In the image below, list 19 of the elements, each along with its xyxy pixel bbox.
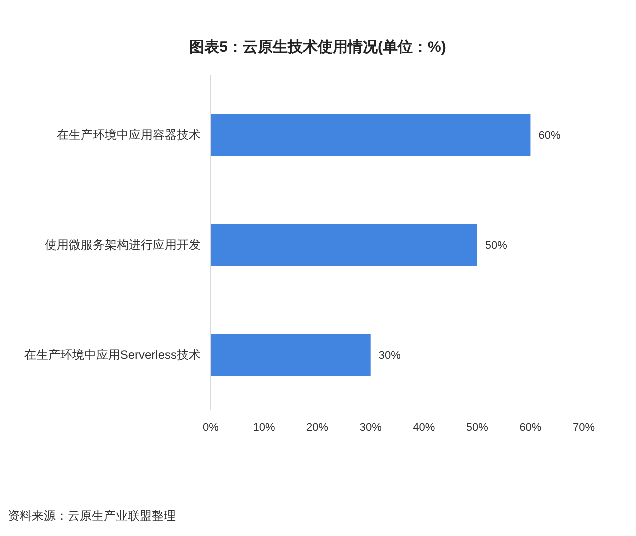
x-tick-label: 60% [520,422,542,434]
x-tick-label: 30% [360,422,382,434]
data-label: 50% [485,240,508,252]
bar [211,334,371,376]
chart-title: 图表5：云原生技术使用情况(单位：%) [190,39,446,56]
x-tick-label: 10% [253,422,276,434]
y-tick-label: 使用微服务架构进行应用开发 [45,238,201,252]
bar [211,114,531,156]
y-tick-label: 在生产环境中应用Serverless技术 [24,348,201,362]
x-tick-label: 70% [572,422,596,434]
x-tick-label: 0% [203,422,220,434]
x-tick-label: 40% [413,422,436,434]
bar [211,224,478,266]
text: 资料来源：云原生产业联盟整理 [8,509,176,523]
data-label: 60% [538,130,561,142]
x-tick-label: 20% [306,422,329,434]
data-label: 30% [378,350,402,362]
x-tick-label: 50% [466,422,489,434]
y-tick-label: 在生产环境中应用容器技术 [57,128,201,142]
